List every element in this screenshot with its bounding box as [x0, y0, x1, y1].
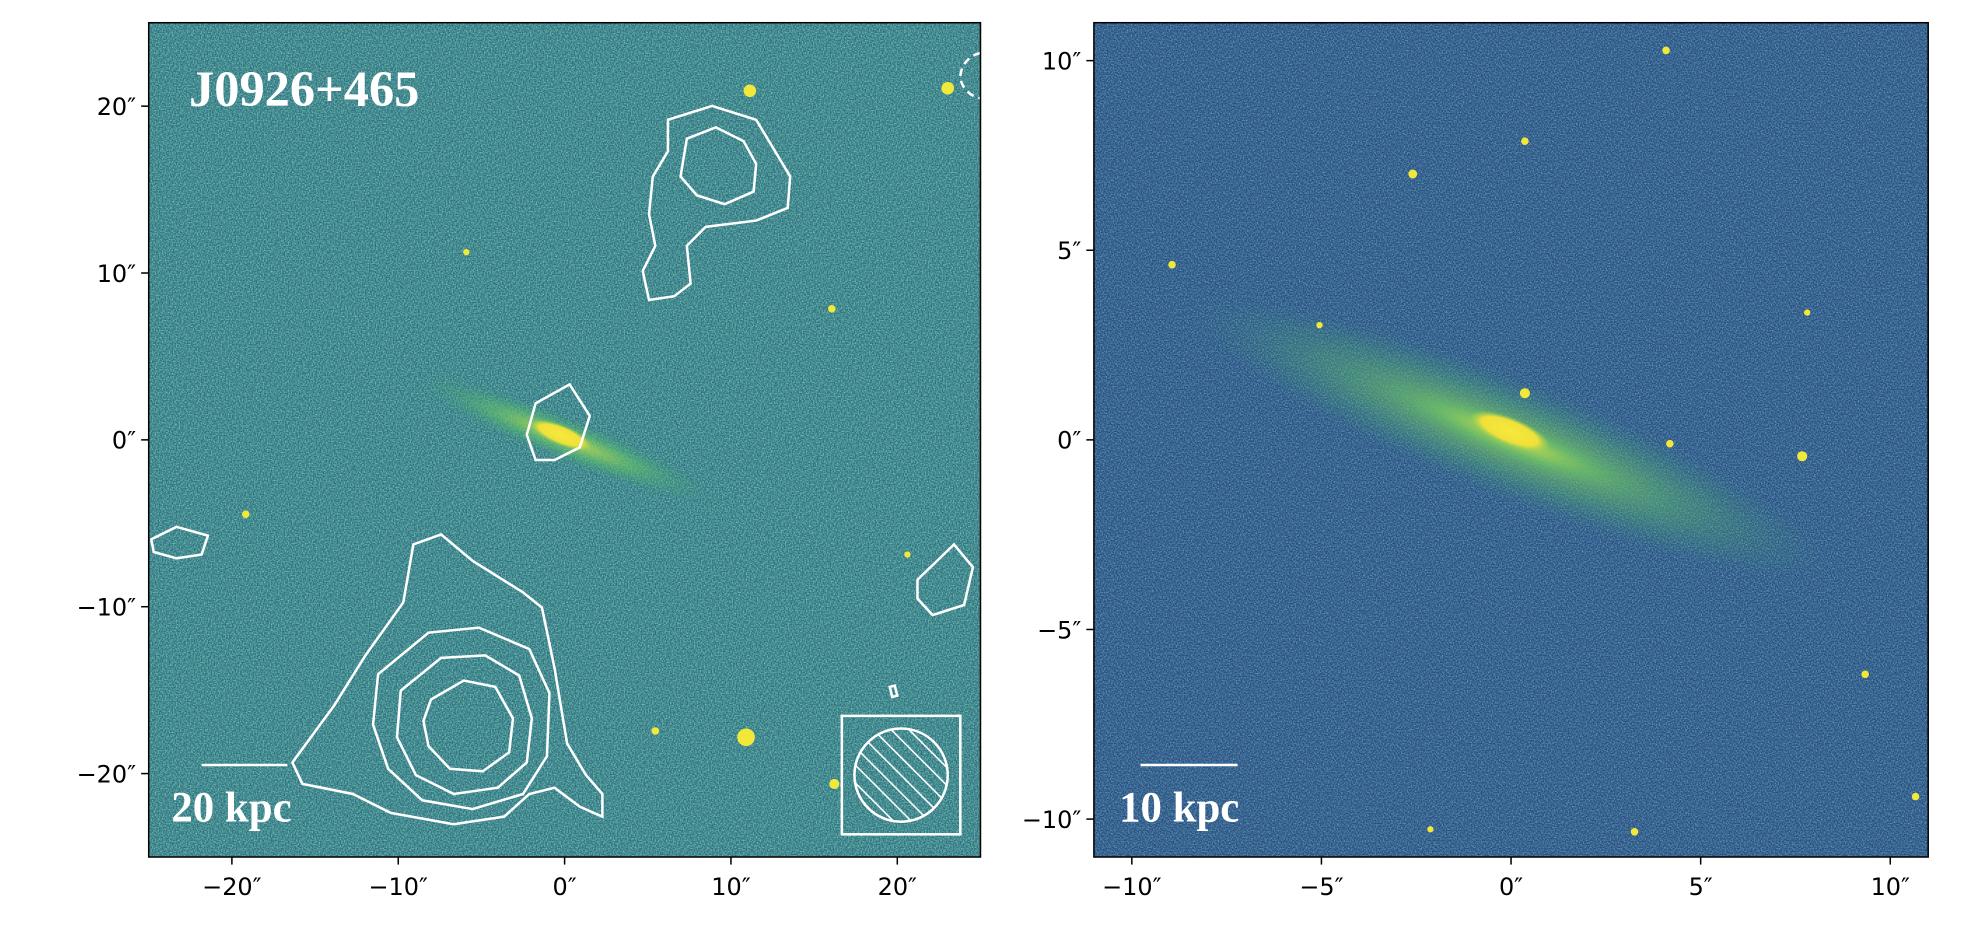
- x-tick-label: 10″: [711, 873, 750, 901]
- left-image: 20 kpc J0926+465: [148, 22, 981, 858]
- galaxy-core: [530, 419, 592, 451]
- star: [241, 510, 250, 518]
- beam: [853, 727, 949, 823]
- star: [941, 81, 955, 95]
- y-tick-label: 0″: [112, 427, 136, 455]
- star: [1521, 137, 1529, 145]
- star: [829, 778, 840, 789]
- star: [904, 551, 911, 558]
- star: [1662, 46, 1670, 55]
- y-tick-label: −20″: [77, 760, 137, 788]
- y-tick-label: −10″: [1022, 806, 1082, 834]
- star: [1804, 309, 1811, 316]
- star: [1666, 439, 1674, 448]
- star: [651, 727, 660, 735]
- scale-bar-label: 20 kpc: [171, 785, 291, 832]
- panel-title: J0926+465: [189, 61, 419, 117]
- star: [1797, 451, 1808, 462]
- x-tick-label: 5″: [1689, 873, 1713, 901]
- star: [1630, 828, 1639, 836]
- contour: [916, 542, 975, 617]
- stars: [1168, 46, 1920, 836]
- y-tick-label: 5″: [1057, 237, 1081, 265]
- star: [1168, 260, 1176, 269]
- contour: [525, 382, 592, 462]
- contour: [371, 626, 551, 811]
- y-tick-label: 20″: [97, 93, 136, 121]
- contour: [149, 525, 210, 560]
- contour: [888, 684, 899, 699]
- y-tick-label: −10″: [77, 594, 137, 622]
- contour: [959, 51, 981, 100]
- contour: [422, 679, 515, 773]
- x-tick-label: −5″: [1299, 873, 1343, 901]
- x-tick-label: −20″: [202, 873, 262, 901]
- scale-bar-label: 10 kpc: [1119, 785, 1239, 832]
- star: [463, 248, 470, 256]
- star: [1408, 169, 1418, 179]
- contours: [149, 51, 981, 826]
- y-tick-label: 0″: [1057, 427, 1081, 455]
- right-image: 10 kpc: [1093, 22, 1929, 858]
- galaxy-core: [1469, 410, 1550, 452]
- star: [737, 728, 755, 747]
- contour: [395, 654, 534, 796]
- x-tick-label: 0″: [553, 873, 577, 901]
- x-tick-label: −10″: [1102, 873, 1162, 901]
- beam-box: [840, 714, 962, 836]
- contour: [679, 125, 758, 206]
- x-tick-label: 20″: [878, 873, 917, 901]
- x-tick-label: −10″: [369, 873, 429, 901]
- star: [827, 305, 836, 313]
- stars: [241, 81, 955, 789]
- contour: [641, 104, 792, 302]
- star: [1427, 826, 1434, 833]
- star: [1911, 792, 1920, 801]
- star: [1861, 670, 1869, 679]
- y-tick-label: −5″: [1037, 616, 1081, 644]
- star: [1519, 388, 1530, 399]
- y-tick-label: 10″: [1042, 47, 1081, 75]
- star: [743, 84, 757, 98]
- y-tick-label: 10″: [97, 260, 136, 288]
- star: [1316, 322, 1323, 329]
- contour: [290, 532, 604, 826]
- x-tick-label: 0″: [1499, 873, 1523, 901]
- x-tick-label: 10″: [1871, 873, 1910, 901]
